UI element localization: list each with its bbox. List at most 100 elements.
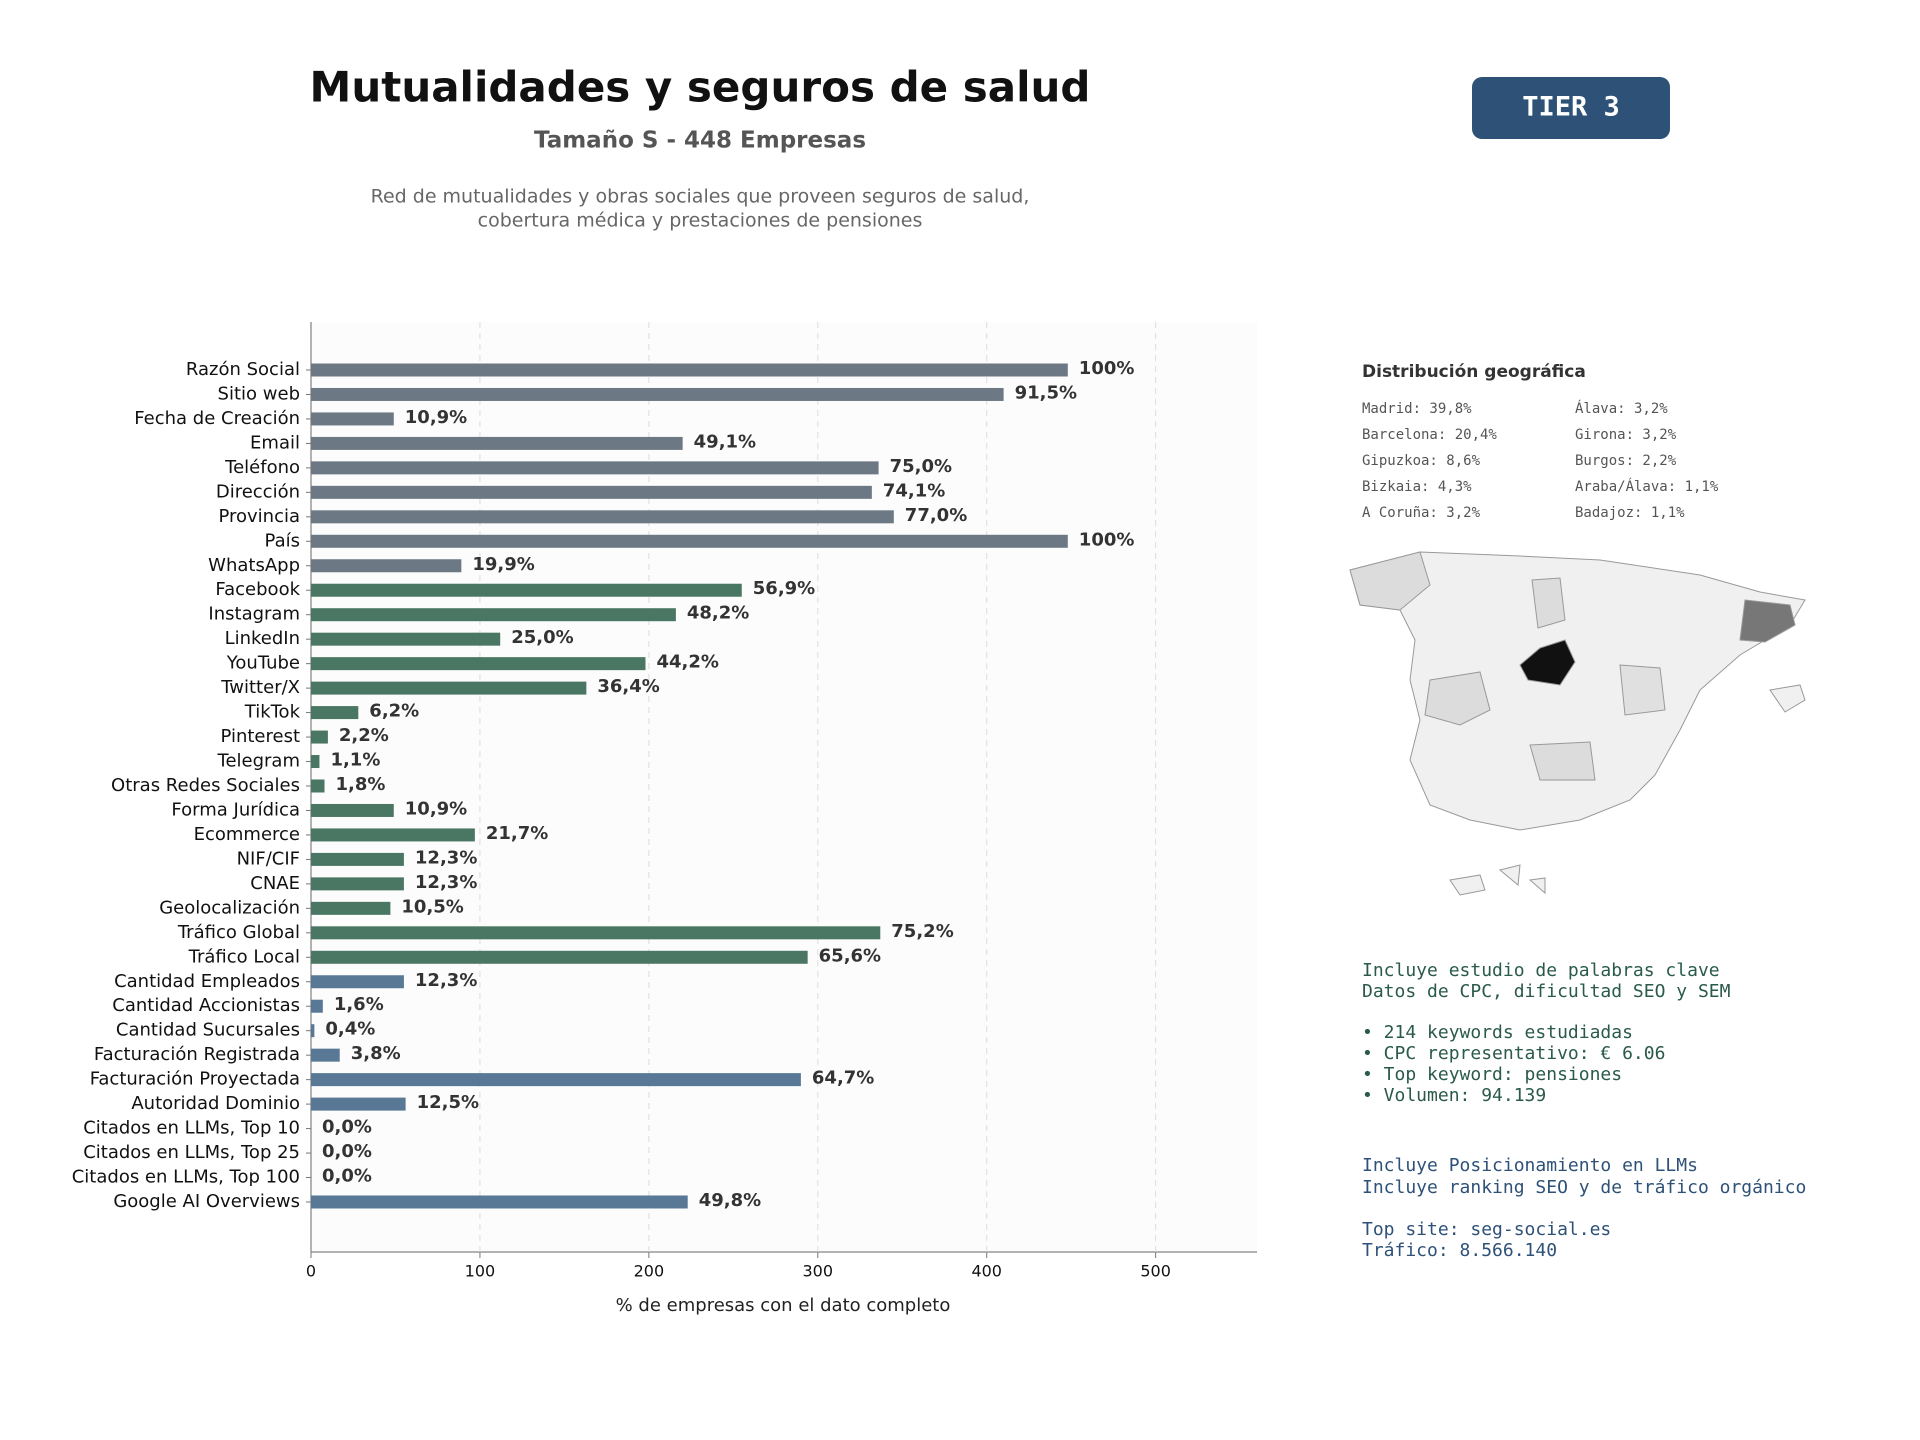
value-label: 75,0% — [890, 456, 952, 477]
geo-entry: Álava: 3,2% — [1575, 400, 1668, 417]
bar — [311, 461, 879, 475]
y-tick-label: Fecha de Creación — [134, 408, 300, 429]
geo-entry: Badajoz: 1,1% — [1575, 505, 1685, 521]
y-tick-label: Telegram — [217, 751, 300, 772]
bar — [311, 681, 587, 695]
bar — [311, 901, 391, 915]
y-tick-label: NIF/CIF — [237, 848, 300, 869]
map-canarias — [1449, 864, 1546, 896]
x-tick-label: 100 — [465, 1262, 496, 1281]
map-region — [1424, 671, 1491, 726]
value-label: 44,2% — [656, 652, 718, 673]
geo-entry: Burgos: 2,2% — [1575, 453, 1677, 469]
y-tick-label: Google AI Overviews — [113, 1191, 300, 1212]
value-label: 77,0% — [905, 505, 967, 526]
info-line: Incluye ranking SEO y de tráfico orgánic… — [1362, 1177, 1806, 1198]
y-tick-label: Geolocalización — [159, 897, 300, 918]
map-region — [1531, 577, 1566, 629]
bar — [311, 803, 394, 817]
x-tick-label: 0 — [306, 1262, 316, 1281]
value-label: 100% — [1079, 529, 1135, 550]
value-label: 19,9% — [472, 554, 534, 575]
bar — [311, 534, 1068, 548]
value-label: 6,2% — [369, 701, 419, 722]
y-tick-label: TikTok — [244, 702, 301, 723]
geo-entry: Barcelona: 20,4% — [1362, 427, 1497, 443]
bar — [311, 999, 323, 1013]
bar — [311, 657, 646, 671]
value-label: 36,4% — [597, 676, 659, 697]
bar — [311, 559, 462, 573]
plot-area — [311, 322, 1257, 1252]
value-label: 25,0% — [511, 627, 573, 648]
x-tick-label: 200 — [634, 1262, 665, 1281]
y-tick-label: País — [265, 530, 300, 551]
y-tick-label: Ecommerce — [194, 824, 300, 845]
y-tick-label: Autoridad Dominio — [131, 1093, 300, 1114]
bar — [311, 1048, 340, 1062]
info-line: • Volumen: 94.139 — [1362, 1085, 1546, 1106]
map-region — [1619, 664, 1666, 716]
bar — [311, 950, 808, 964]
value-label: 12,3% — [415, 872, 477, 893]
bar — [311, 779, 325, 793]
y-tick-label: Otras Redes Sociales — [111, 775, 300, 796]
info-line: Top site: seg-social.es — [1362, 1219, 1611, 1240]
bar — [311, 412, 394, 426]
bar — [311, 1195, 688, 1209]
y-tick-label: Twitter/X — [220, 677, 300, 698]
bar — [311, 363, 1068, 377]
bar — [311, 1097, 406, 1111]
value-label: 1,1% — [330, 750, 380, 771]
y-tick-label: Cantidad Empleados — [114, 971, 300, 992]
value-label: 0,0% — [322, 1117, 372, 1138]
value-label: 91,5% — [1015, 382, 1077, 403]
map — [1349, 551, 1806, 896]
y-tick-label: Tráfico Global — [177, 922, 300, 943]
value-label: 10,5% — [401, 896, 463, 917]
y-tick-label: Sitio web — [218, 383, 300, 404]
bar — [311, 852, 404, 866]
bar — [311, 632, 501, 646]
x-tick-label: 300 — [803, 1262, 834, 1281]
info-line: Tráfico: 8.566.140 — [1362, 1240, 1557, 1261]
bar — [311, 706, 359, 720]
y-tick-label: Cantidad Accionistas — [112, 995, 300, 1016]
x-tick-label: 400 — [971, 1262, 1002, 1281]
x-axis-label: % de empresas con el dato completo — [616, 1295, 951, 1316]
y-tick-label: Provincia — [218, 506, 300, 527]
value-label: 100% — [1079, 358, 1135, 379]
bar — [311, 608, 676, 622]
bar — [311, 485, 872, 499]
map-region — [1529, 741, 1596, 781]
bar — [311, 387, 1004, 401]
y-tick-label: Facebook — [215, 579, 300, 600]
info-line: • Top keyword: pensiones — [1362, 1064, 1622, 1085]
value-label: 12,5% — [417, 1092, 479, 1113]
geo-entry: A Coruña: 3,2% — [1362, 505, 1481, 521]
geo-entry: Girona: 3,2% — [1575, 427, 1677, 443]
y-tick-label: Dirección — [216, 481, 300, 502]
value-label: 2,2% — [339, 725, 389, 746]
value-label: 49,1% — [694, 431, 756, 452]
map-madrid — [1519, 639, 1576, 686]
value-label: 64,7% — [812, 1068, 874, 1089]
bar — [311, 828, 475, 842]
value-label: 10,9% — [405, 407, 467, 428]
subtitle: Tamaño S - 448 Empresas — [534, 128, 866, 154]
value-label: 3,8% — [351, 1043, 401, 1064]
value-label: 1,8% — [336, 774, 386, 795]
y-tick-label: Facturación Proyectada — [90, 1069, 300, 1090]
value-label: 21,7% — [486, 823, 548, 844]
value-label: 1,6% — [334, 994, 384, 1015]
y-tick-label: Instagram — [208, 604, 300, 625]
map-spain — [1349, 551, 1806, 831]
y-tick-label: WhatsApp — [208, 555, 300, 576]
geo-entry: Madrid: 39,8% — [1362, 401, 1472, 417]
value-label: 0,0% — [322, 1166, 372, 1187]
y-tick-label: Pinterest — [220, 726, 300, 747]
value-label: 49,8% — [699, 1190, 761, 1211]
map-barcelona — [1739, 599, 1796, 643]
value-label: 74,1% — [883, 480, 945, 501]
